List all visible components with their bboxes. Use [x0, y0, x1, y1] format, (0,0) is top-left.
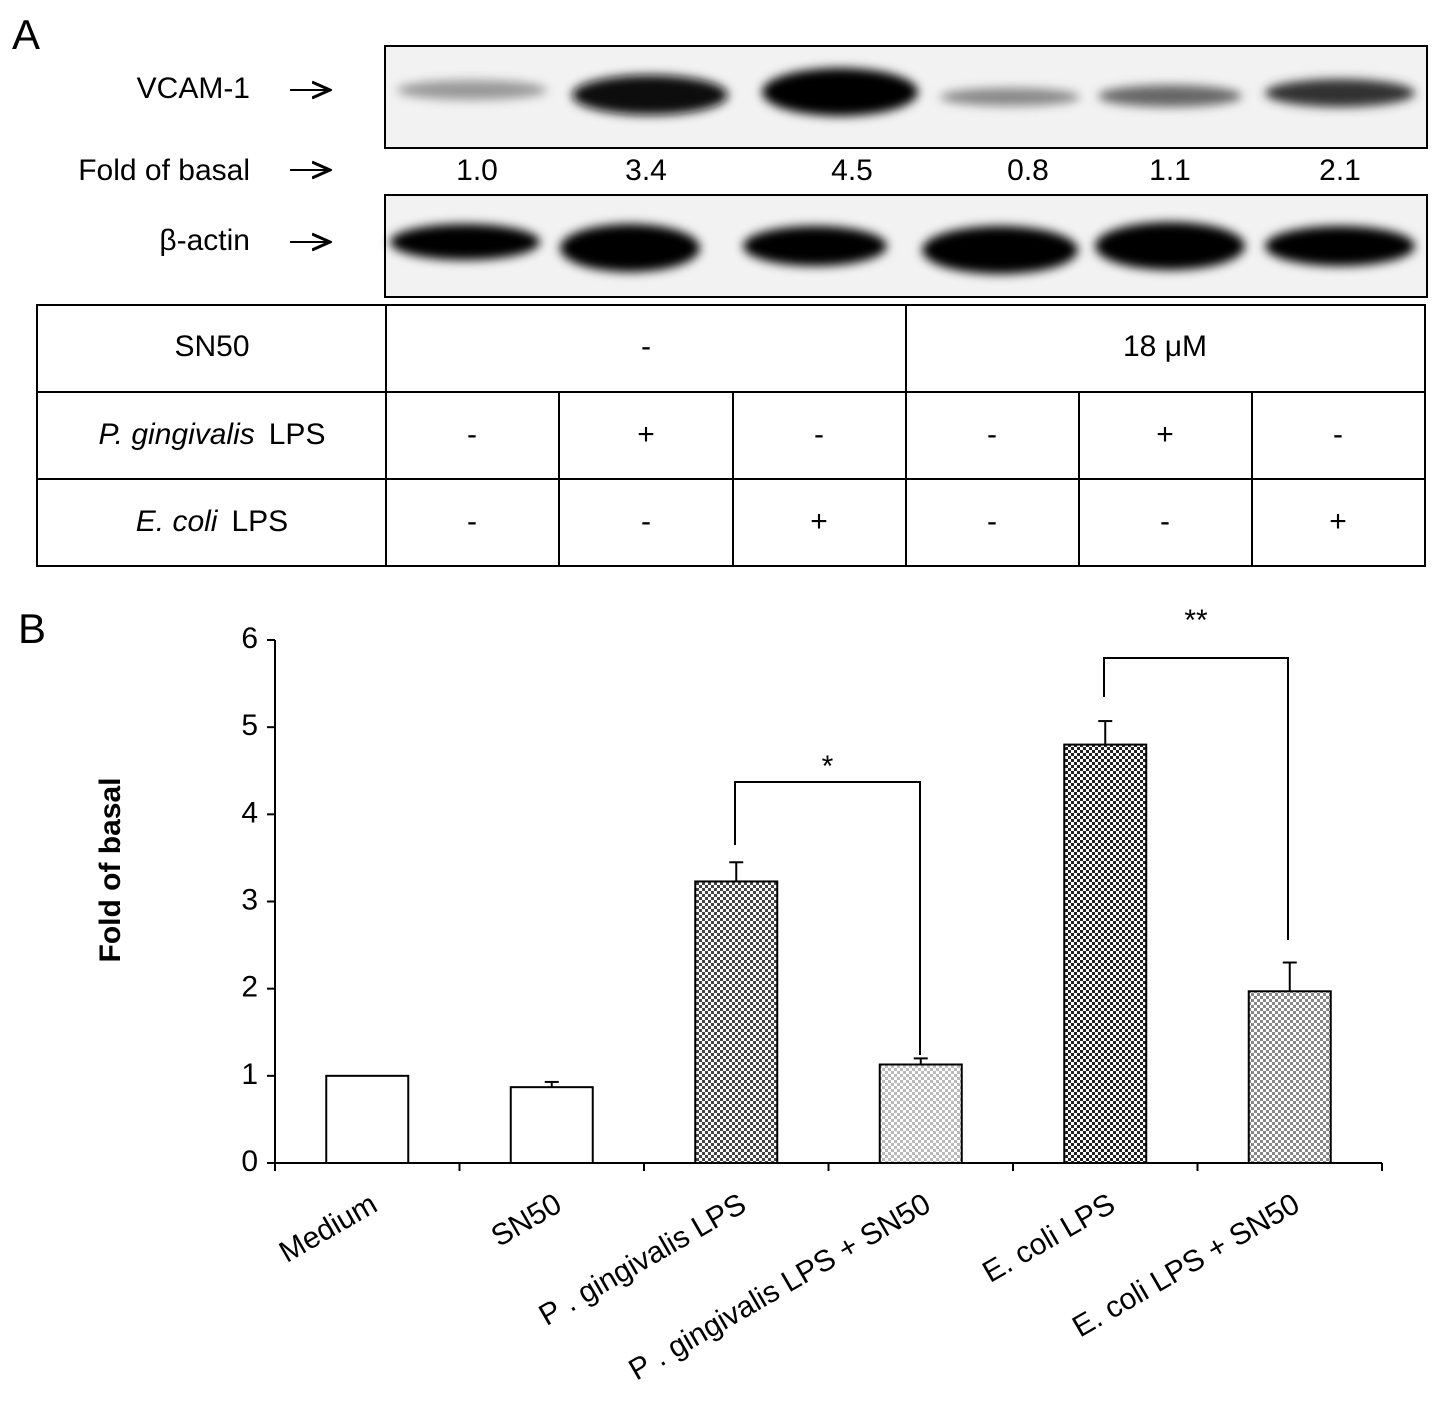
- y-tick-label: 2: [241, 971, 258, 1004]
- condition-table: SN50 - 18 μM P. gingivalis LPS - + - - + - E. coli L…: [36, 304, 1426, 567]
- annotation: *: [822, 750, 834, 783]
- significance-bracket: [1103, 657, 1289, 940]
- bar: [694, 880, 779, 1164]
- x-tick-label: Medium: [274, 1187, 383, 1269]
- error-bar: [1282, 961, 1297, 992]
- x-tick-label: SN50: [486, 1187, 567, 1253]
- table-cell: -: [1160, 505, 1170, 538]
- error-bar: [913, 1057, 928, 1065]
- x-tick-label: P . gingivalis LPS + SN50: [623, 1187, 936, 1387]
- table-cell: +: [1329, 505, 1347, 538]
- error-bar: [544, 1080, 559, 1088]
- table-cell: -: [814, 418, 824, 451]
- table-cell: +: [810, 505, 828, 538]
- panel-label: A: [12, 11, 40, 58]
- table-cell: -: [467, 505, 477, 538]
- y-tick-label: 5: [241, 709, 258, 742]
- bar: [1247, 990, 1332, 1165]
- x-tick-label: E. coli LPS: [977, 1187, 1121, 1289]
- y-tick-label: 1: [241, 1058, 258, 1091]
- table-cell: -: [641, 330, 651, 363]
- row-label-italic: P. gingivalis: [99, 418, 255, 451]
- vcam-blot: [384, 45, 1428, 149]
- row-label-text: LPS: [269, 418, 326, 451]
- fold-value: 4.5: [831, 154, 873, 187]
- table-cell: -: [1333, 418, 1343, 451]
- y-tick-label: 6: [241, 622, 258, 655]
- table-cell: -: [987, 505, 997, 538]
- table-cell: +: [637, 418, 655, 451]
- fold-values: 1.0 3.4 4.5 0.8 1.1 2.1: [456, 154, 1361, 187]
- y-axis-label: Fold of basal: [94, 777, 127, 962]
- annotation: **: [1184, 604, 1208, 637]
- fold-value: 1.0: [456, 154, 498, 187]
- bar: [1063, 743, 1148, 1164]
- significance-bracket: [734, 781, 921, 1055]
- bar: [878, 1063, 963, 1165]
- blot-row-label: Fold of basal: [78, 154, 250, 187]
- error-bar: [1098, 720, 1113, 745]
- blot-row-label: β-actin: [159, 224, 250, 257]
- row-label: E. coli LPS: [136, 505, 288, 538]
- table-cell: 18 μM: [1123, 330, 1207, 363]
- table-cell: -: [467, 418, 477, 451]
- error-bar: [729, 861, 744, 882]
- fold-value: 3.4: [625, 154, 667, 187]
- fold-value: 2.1: [1319, 154, 1361, 187]
- bar: [509, 1086, 594, 1165]
- fold-value: 0.8: [1007, 154, 1049, 187]
- row-label: SN50: [174, 330, 249, 363]
- bar: [325, 1074, 410, 1165]
- table-cell: -: [987, 418, 997, 451]
- y-tick-label: 3: [241, 883, 258, 916]
- fold-value: 1.1: [1149, 154, 1191, 187]
- y-tick-label: 4: [241, 796, 258, 829]
- table-cell: -: [641, 505, 651, 538]
- blot-row-label: VCAM-1: [137, 72, 250, 105]
- panel-label: B: [18, 605, 46, 652]
- row-label: P. gingivalis LPS: [99, 418, 326, 451]
- y-tick-label: 0: [241, 1145, 258, 1178]
- table-cell: +: [1156, 418, 1174, 451]
- row-label-text: LPS: [231, 505, 288, 538]
- actin-blot: [384, 194, 1428, 298]
- arrows: [290, 90, 330, 242]
- row-label-italic: E. coli: [136, 505, 219, 538]
